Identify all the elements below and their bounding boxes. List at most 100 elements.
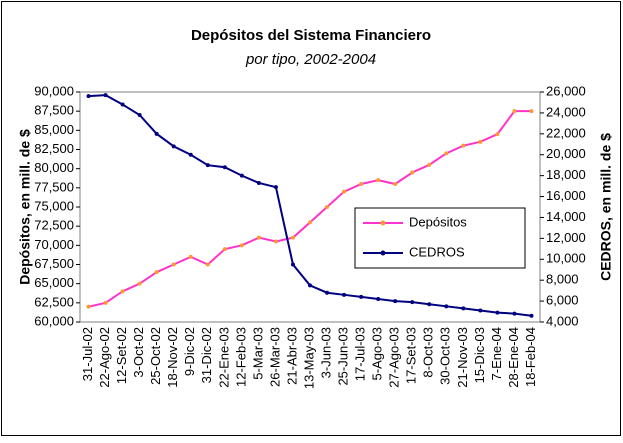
- x-tick-label: 18-Feb-04: [523, 327, 538, 387]
- x-tick-label: 9-Dic-02: [182, 327, 197, 376]
- data-point: [478, 308, 483, 313]
- x-tick-label: 15-Dic-03: [472, 327, 487, 383]
- data-point: [86, 94, 91, 99]
- legend-marker: [380, 250, 386, 256]
- data-point: [529, 313, 534, 318]
- x-tick-label: 3-Oct-02: [131, 327, 146, 378]
- legend: [354, 207, 526, 269]
- y-tick-label: 85,000: [34, 122, 74, 137]
- data-point: [222, 247, 227, 252]
- x-tick-label: 22-Ago-02: [97, 327, 112, 388]
- x-tick-label: 13-May-03: [301, 327, 316, 389]
- data-point: [512, 109, 517, 114]
- data-point: [222, 165, 227, 170]
- data-point: [376, 297, 381, 301]
- legend-marker: [380, 220, 386, 226]
- y-tick-label: 80,000: [34, 160, 74, 175]
- x-tick-label: 18-Nov-02: [165, 327, 180, 388]
- y-tick-label: 72,500: [34, 218, 74, 233]
- data-point: [239, 243, 244, 248]
- x-tick-label: 5-Mar-03: [250, 327, 265, 380]
- x-tick-label: 31-Jul-02: [80, 327, 95, 381]
- y-tick-label: 77,500: [34, 179, 74, 194]
- data-point: [342, 189, 347, 194]
- y-tick-label: 82,500: [34, 141, 74, 156]
- data-point: [137, 113, 142, 117]
- x-tick-label: 25-Oct-02: [148, 327, 163, 385]
- data-point: [239, 173, 244, 178]
- data-point: [154, 270, 159, 275]
- x-tick-label: 5-Ago-03: [370, 327, 385, 380]
- x-tick-label: 7-Ene-04: [489, 327, 504, 380]
- x-tick-label: 17-Jul-03: [353, 327, 368, 381]
- data-point: [359, 294, 364, 299]
- y2-tick-label: 8,000: [546, 272, 579, 287]
- data-point: [410, 170, 415, 175]
- y2-axis-title: CEDROS, en mill. de $: [598, 133, 614, 281]
- y2-tick-label: 4,000: [546, 313, 579, 328]
- legend-label: Depósitos: [409, 214, 467, 229]
- x-tick-label: 12-Feb-03: [233, 327, 248, 387]
- y2-tick-label: 16,000: [546, 188, 586, 203]
- y-tick-label: 90,000: [34, 83, 74, 98]
- data-point: [342, 292, 347, 297]
- data-point: [273, 239, 278, 244]
- y-tick-label: 87,500: [34, 103, 74, 118]
- y-tick-label: 75,000: [34, 198, 74, 213]
- data-point: [427, 302, 432, 307]
- data-point: [376, 178, 381, 183]
- y2-tick-label: 26,000: [546, 83, 586, 98]
- x-tick-label: 3-Jun-03: [318, 327, 333, 378]
- y2-tick-label: 6,000: [546, 293, 579, 308]
- legend-label: CEDROS: [409, 244, 465, 259]
- data-point: [290, 235, 295, 240]
- chart-title: Depósitos del Sistema Financiero: [191, 27, 431, 44]
- y2-tick-label: 20,000: [546, 146, 586, 161]
- data-point: [120, 102, 125, 107]
- data-point: [427, 162, 432, 167]
- data-point: [137, 281, 142, 286]
- data-point: [308, 283, 312, 288]
- x-tick-label: 22-Ene-03: [216, 327, 231, 388]
- y-axis-title: Depósitos, en mill. de $: [17, 129, 33, 285]
- y2-tick-label: 24,000: [546, 104, 586, 119]
- y2-tick-label: 10,000: [546, 251, 586, 266]
- y-tick-label: 60,000: [34, 313, 74, 328]
- data-point: [290, 262, 295, 267]
- data-point: [359, 182, 364, 186]
- data-point: [171, 262, 176, 267]
- x-tick-label: 25-Jun-03: [336, 327, 351, 386]
- data-point: [103, 93, 108, 98]
- data-point: [325, 205, 330, 209]
- data-point: [103, 300, 108, 305]
- data-point: [461, 306, 466, 311]
- x-tick-label: 27-Ago-03: [387, 327, 402, 388]
- x-tick-label: 12-Set-02: [114, 327, 129, 384]
- y2-tick-label: 22,000: [546, 125, 586, 140]
- data-point: [273, 185, 278, 190]
- x-tick-label: 8-Oct-03: [421, 327, 436, 378]
- x-tick-label: 26-Mar-03: [267, 327, 282, 387]
- data-point: [325, 290, 330, 295]
- data-point: [393, 182, 398, 186]
- data-point: [171, 144, 176, 149]
- data-point: [205, 163, 210, 168]
- data-point: [154, 131, 159, 136]
- data-point: [205, 262, 210, 267]
- data-point: [86, 304, 91, 309]
- data-point: [444, 304, 449, 309]
- x-tick-label: 30-Oct-03: [438, 327, 453, 385]
- data-point: [256, 235, 261, 240]
- y-tick-label: 70,000: [34, 237, 74, 252]
- data-point: [495, 132, 500, 137]
- y2-tick-label: 12,000: [546, 230, 586, 245]
- y-tick-label: 62,500: [34, 294, 74, 309]
- x-tick-label: 31-Dic-02: [199, 327, 214, 383]
- x-tick-label: 17-Set-03: [404, 327, 419, 384]
- data-point: [308, 220, 312, 225]
- x-tick-label: 28-Ene-04: [506, 327, 521, 388]
- chart-subtitle: por tipo, 2002-2004: [245, 51, 376, 68]
- data-point: [478, 139, 483, 144]
- data-point: [495, 310, 500, 315]
